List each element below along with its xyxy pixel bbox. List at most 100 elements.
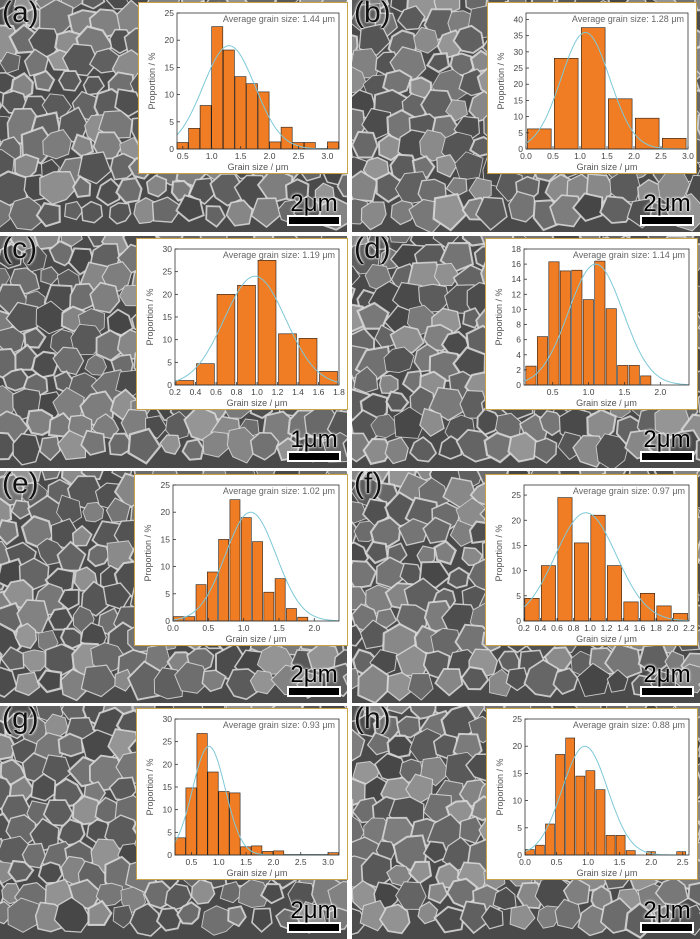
x-tick-label: 0.4	[535, 623, 547, 633]
x-tick-label: 0.8	[568, 623, 580, 633]
y-tick-label: 20	[513, 741, 523, 751]
bar-4	[565, 737, 575, 856]
x-tick-label: 0.8	[231, 387, 243, 397]
plot-frame	[523, 248, 690, 386]
x-tick-label: 2.0	[267, 857, 279, 867]
plot-frame	[176, 12, 340, 150]
y-tick-label: 0	[518, 144, 523, 154]
bar-0	[524, 598, 540, 622]
plot-frame	[524, 718, 690, 856]
grain-size-histogram: 0 5 10 15 20 25 30 0.5 1.0 1.5 2.0 2.5 3.0 Grain size…	[136, 708, 348, 880]
x-tick-label: 2.2	[683, 623, 695, 633]
bar-10	[640, 375, 652, 386]
bar-4	[257, 259, 277, 386]
bar-2	[195, 584, 207, 622]
fit-curve	[174, 275, 340, 383]
bar-10	[286, 608, 297, 622]
y-tick-label: 25	[165, 8, 175, 18]
y-tick-label: 20	[163, 289, 173, 299]
bar-9	[615, 835, 626, 856]
x-tick-label: 1.0	[583, 387, 595, 397]
histogram-plot: 0 5 10 15 20 25 0.5 1.0 1.5 2.0 2.5 3.0 Grain size /…	[147, 8, 340, 172]
y-tick-label: 0	[516, 380, 521, 390]
bar-4	[590, 514, 606, 622]
bar-0	[175, 380, 195, 386]
x-tick-label: 0.5	[551, 857, 563, 867]
bar-7	[252, 541, 263, 622]
y-tick-label: 20	[514, 79, 524, 89]
x-tick-label: 1.5	[240, 857, 252, 867]
x-tick-label: 1.5	[273, 623, 285, 633]
bar-8	[269, 141, 282, 150]
x-tick-label: 2.5	[677, 857, 689, 867]
scale-bar: 2μm	[642, 192, 692, 224]
bar-8	[605, 835, 616, 856]
scale-bar: 1μm	[289, 428, 339, 460]
bar-3	[207, 771, 219, 856]
x-tick-label: 2.0	[645, 857, 657, 867]
x-tick-label: 1.2	[601, 623, 613, 633]
bar-0	[174, 837, 186, 856]
histogram-plot: 0 5 10 15 20 25 0.2 0.4 0.6 0.8 1.0 1.2 1.4 1.6 1.8 2.0…	[494, 484, 695, 644]
y-tick-label: 30	[514, 47, 524, 57]
x-tick-label: 1.5	[601, 151, 613, 161]
scale-bar-text: 2μm	[290, 661, 338, 688]
y-tick-label: 35	[514, 31, 524, 41]
y-tick-label: 10	[163, 335, 173, 345]
bar-9	[280, 126, 293, 150]
average-grain-size-annotation: Average grain size: 1.19 μm	[223, 250, 335, 260]
x-tick-label: 1.6	[313, 387, 325, 397]
x-axis-label: Grain size / μm	[228, 162, 289, 172]
scale-bar-line	[289, 217, 339, 224]
x-tick-label: 0.5	[547, 387, 559, 397]
bar-1	[185, 787, 197, 856]
bar-5	[278, 333, 297, 386]
x-tick-label: 0.5	[202, 623, 214, 633]
x-tick-label: 2.0	[308, 623, 320, 633]
y-tick-label: 10	[163, 805, 173, 815]
y-tick-label: 15	[163, 782, 173, 792]
y-axis-label: Proportion / %	[147, 52, 157, 109]
y-tick-label: 15	[513, 768, 523, 778]
average-grain-size-annotation: Average grain size: 1.02 μm	[223, 486, 335, 496]
y-axis-label: Proportion / %	[494, 524, 504, 581]
average-grain-size-annotation: Average grain size: 0.93 μm	[223, 720, 335, 730]
panel-label: (b)	[354, 0, 391, 29]
scale-bar-line	[642, 924, 692, 931]
y-tick-label: 15	[161, 534, 171, 544]
y-tick-label: 20	[512, 515, 522, 525]
bar-2	[557, 497, 573, 622]
scale-bar: 2μm	[642, 899, 692, 931]
y-tick-label: 20	[161, 507, 171, 517]
y-tick-label: 5	[516, 591, 521, 601]
x-tick-label: 0.4	[190, 387, 202, 397]
scale-bar-text: 1μm	[290, 426, 338, 453]
scale-bar: 2μm	[289, 192, 339, 224]
x-tick-label: 2.5	[293, 151, 305, 161]
x-tick-label: 3.0	[322, 151, 334, 161]
x-tick-label: 2.0	[654, 387, 666, 397]
x-axis-label: Grain size / μm	[577, 868, 638, 878]
grain-size-histogram: 0 5 10 15 20 25 0.0 0.5 1.0 1.5 2.0 2.5 Grain size /…	[486, 708, 698, 880]
bar-1	[536, 336, 548, 386]
x-tick-label: 0.0	[519, 857, 531, 867]
y-tick-label: 25	[163, 737, 173, 747]
bar-3	[211, 26, 224, 150]
y-tick-label: 25	[514, 63, 524, 73]
y-tick-label: 10	[514, 112, 524, 122]
y-tick-label: 4	[516, 350, 521, 360]
panel-label: (g)	[2, 706, 39, 735]
bar-13	[327, 141, 339, 150]
x-tick-label: 1.0	[238, 623, 250, 633]
average-grain-size-annotation: Average grain size: 0.88 μm	[573, 720, 685, 730]
fit-curve	[176, 45, 339, 150]
bar-4	[218, 539, 229, 622]
panel-label: (d)	[354, 236, 391, 265]
y-tick-label: 0	[167, 850, 172, 860]
plot-frame	[172, 484, 340, 622]
panel-label: (a)	[2, 0, 39, 29]
y-tick-label: 2	[516, 365, 521, 375]
y-tick-label: 6	[516, 335, 521, 345]
y-tick-label: 30	[163, 714, 173, 724]
histogram-plot: 0 5 10 15 20 25 0.0 0.5 1.0 1.5 2.0 Grain size / μm…	[143, 480, 340, 644]
